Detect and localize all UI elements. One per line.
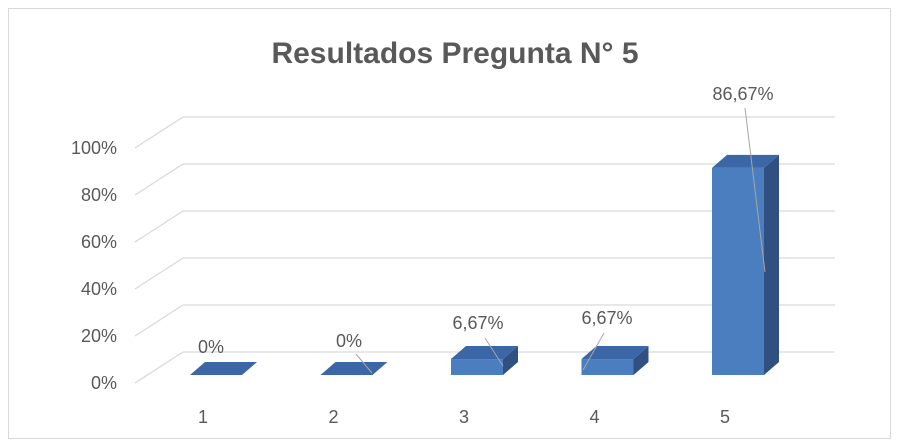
leader-line [744,107,766,273]
y-tick-label: 100% [71,138,117,158]
y-tick-label: 80% [81,185,117,205]
y-tick-label: 40% [81,279,117,299]
x-tick-label: 5 [720,407,730,427]
y-tick-label: 0% [91,373,117,393]
bar-top [190,362,257,375]
data-label: 6,67% [581,308,632,328]
data-label: 0% [198,337,224,357]
leader-line [355,353,373,374]
y-tick-label: 20% [81,326,117,346]
bar-top [451,346,518,360]
bar-front [712,167,764,375]
x-tick-label: 1 [198,407,208,427]
bar-top [581,346,649,360]
data-label: 6,67% [452,313,503,333]
grid-line [134,163,184,196]
grid-line [134,210,184,243]
grid-line [134,116,184,149]
bar-top [712,154,779,168]
x-tick-label: 4 [589,407,599,427]
x-tick-label: 3 [459,407,469,427]
bar-side [633,346,649,375]
y-tick-label: 60% [81,232,117,252]
bar-side [764,154,779,375]
chart-title: Resultados Pregunta N° 5 [271,37,638,70]
data-label: 86,67% [712,84,773,104]
grid-line [134,257,184,290]
bar-front [581,359,634,375]
leader-line [582,332,605,371]
grid-line [134,304,184,337]
bar-side [503,346,518,375]
bar-front [451,359,503,375]
data-label: 0% [336,331,362,351]
x-tick-label: 2 [328,407,338,427]
leader-line [484,337,504,367]
grid-line [134,351,184,384]
